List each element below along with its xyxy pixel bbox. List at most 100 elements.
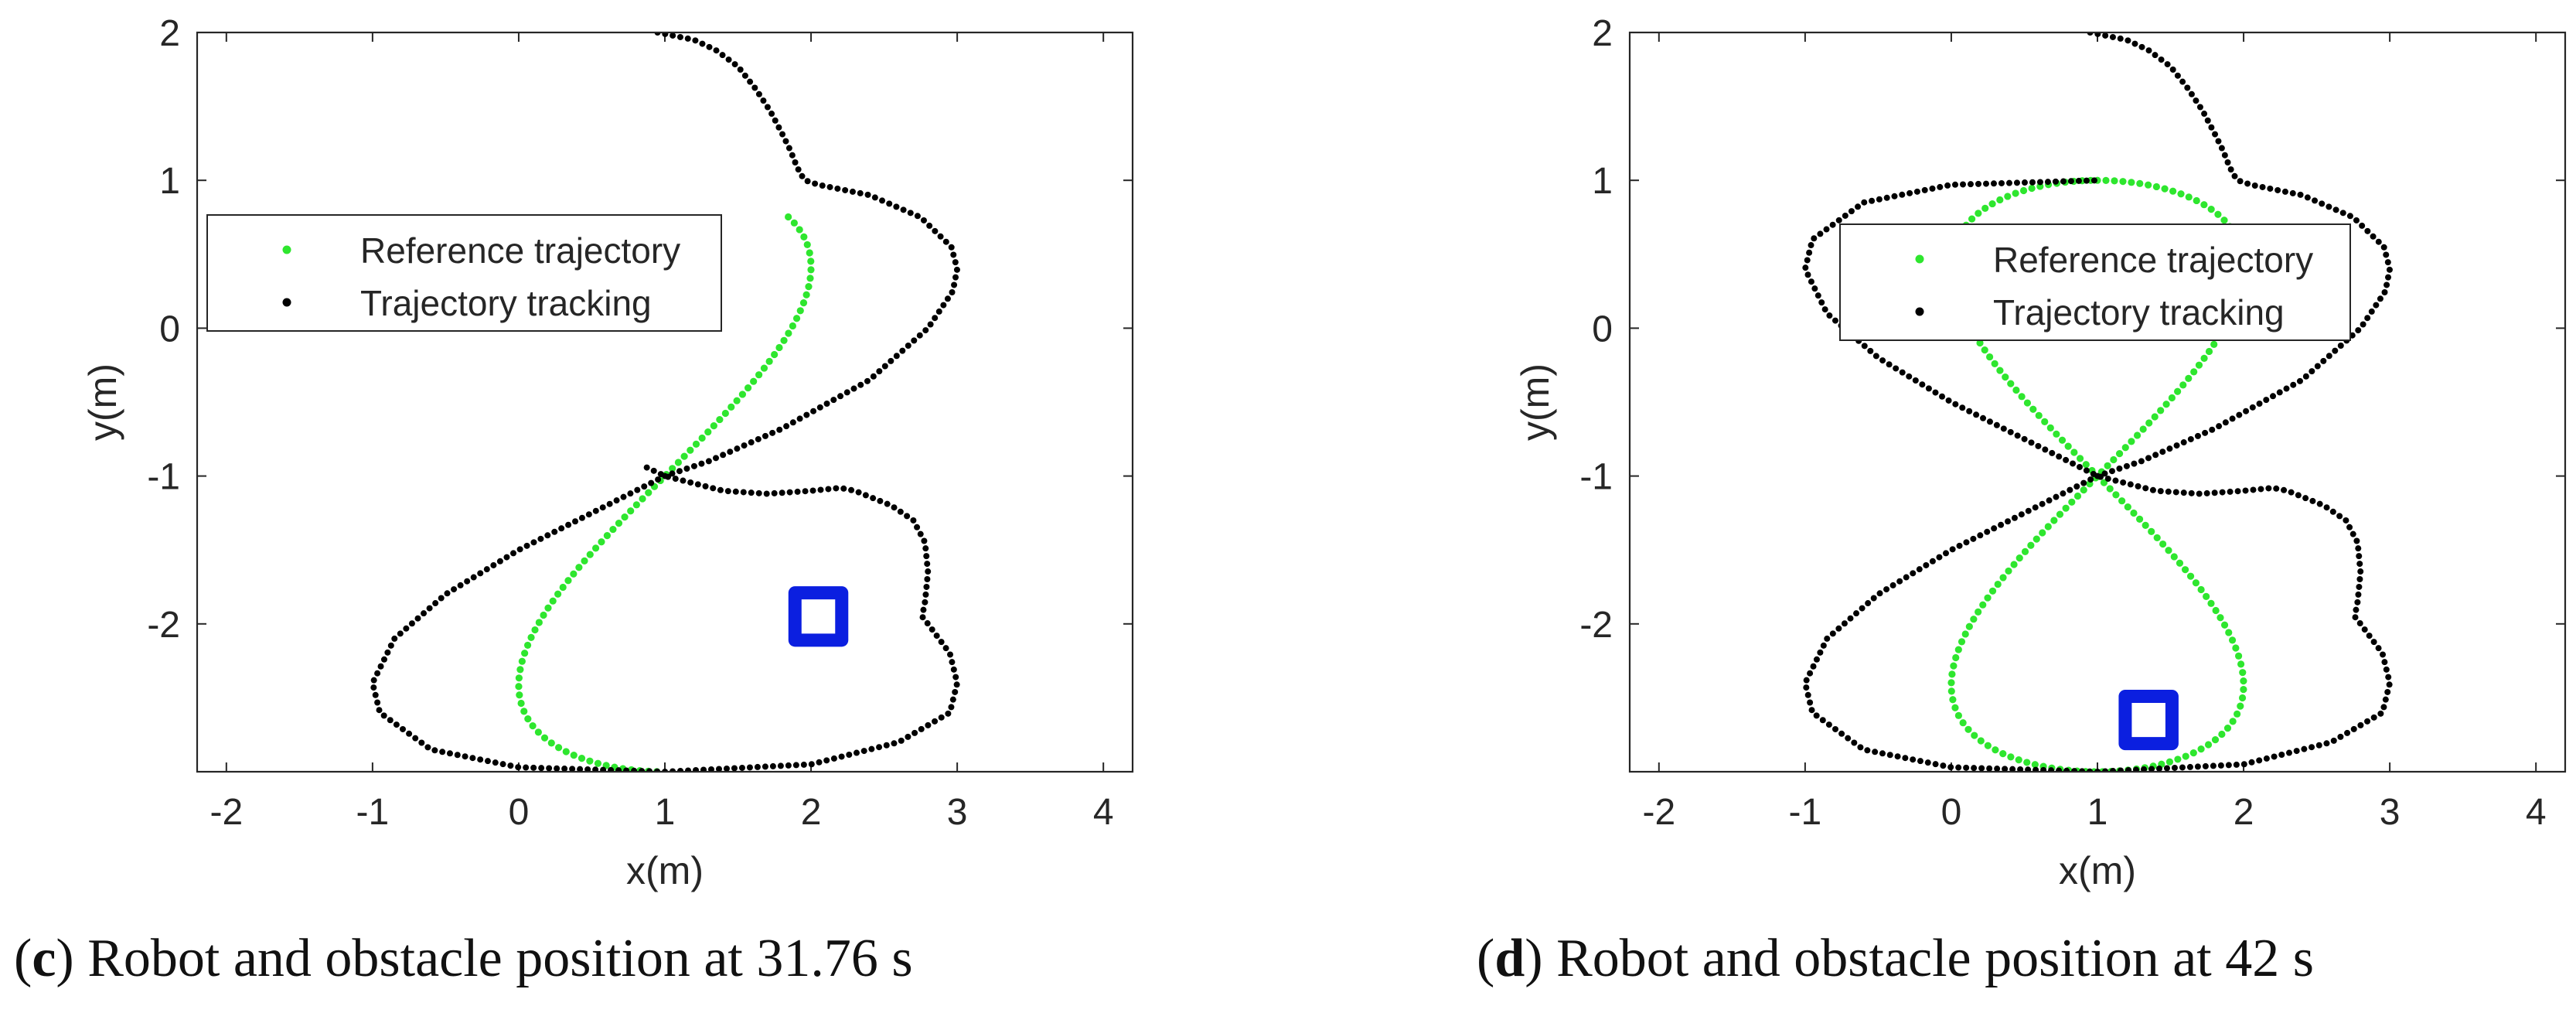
reference-point — [2039, 529, 2046, 537]
reference-point — [2190, 368, 2198, 376]
tracking-point — [2152, 452, 2159, 459]
tracking-point — [431, 747, 438, 754]
tracking-point — [613, 497, 620, 504]
tracking-point — [817, 486, 824, 493]
tracking-point — [777, 762, 784, 769]
reference-point — [2104, 462, 2111, 469]
tracking-point — [503, 554, 510, 561]
tracking-point — [789, 419, 796, 426]
legend: Reference trajectory Trajectory tracking — [206, 214, 722, 332]
tracking-point — [676, 33, 683, 40]
reference-point — [2106, 485, 2114, 493]
tracking-point — [864, 377, 871, 384]
legend-marker — [282, 298, 291, 307]
reference-point — [564, 577, 572, 585]
tracking-point — [795, 166, 802, 173]
tracking-point — [2087, 476, 2094, 483]
x-tick-label: 3 — [2380, 792, 2401, 833]
tracking-point — [1864, 747, 1871, 754]
tracking-point — [848, 486, 855, 493]
tracking-point — [2353, 606, 2360, 613]
tracking-point — [855, 489, 862, 496]
reference-point — [2207, 599, 2215, 607]
tracking-point — [2278, 751, 2285, 758]
reference-point — [581, 557, 588, 564]
tracking-point — [2039, 500, 2046, 507]
tracking-point — [830, 755, 837, 762]
tracking-point — [792, 762, 799, 769]
tracking-point — [2102, 768, 2109, 771]
tracking-point — [680, 477, 687, 484]
reference-point — [1952, 653, 1960, 662]
x-axis-label: x(m) — [2059, 849, 2136, 892]
tracking-point — [1993, 421, 2000, 428]
tracking-point — [2014, 432, 2021, 439]
reference-point — [615, 519, 623, 527]
reference-point — [733, 397, 741, 404]
tracking-point — [796, 415, 803, 422]
reference-point — [2225, 629, 2233, 636]
tracking-point — [905, 342, 911, 349]
tracking-point — [477, 756, 484, 763]
tracking-point — [700, 766, 707, 771]
tracking-point — [2094, 33, 2101, 37]
tracking-point — [592, 766, 599, 771]
tracking-point — [1802, 264, 1809, 271]
tracking-point — [1977, 532, 1984, 539]
reference-point — [520, 708, 528, 715]
reference-point — [1971, 732, 1978, 739]
tracking-point — [685, 767, 692, 771]
tracking-point — [871, 194, 878, 201]
reference-point — [2128, 179, 2135, 186]
tracking-point — [911, 729, 918, 736]
tracking-point — [1818, 299, 1825, 306]
tracking-point — [2021, 435, 2028, 442]
tracking-point — [1910, 756, 1917, 763]
y-tick-label: -1 — [147, 457, 180, 498]
tracking-point — [1902, 755, 1909, 762]
panel-label: d — [1494, 929, 1525, 988]
reference-point — [2186, 572, 2195, 580]
tracking-point — [2383, 666, 2390, 673]
reference-point — [1958, 638, 1966, 646]
reference-point — [2142, 521, 2149, 529]
tracking-point — [1889, 582, 1896, 588]
tracking-point — [2256, 400, 2263, 407]
tracking-point — [1929, 558, 1936, 564]
tracking-point — [838, 753, 845, 760]
reference-point — [2062, 504, 2070, 512]
tracking-point — [2380, 704, 2387, 711]
reference-point — [790, 219, 798, 227]
reference-point — [578, 755, 586, 762]
tracking-point — [608, 766, 615, 771]
reference-point — [2033, 535, 2040, 543]
tracking-point — [862, 492, 869, 499]
reference-point — [1947, 679, 1955, 687]
reference-point — [2168, 394, 2176, 402]
tracking-point — [1912, 377, 1919, 384]
legend-marker — [1915, 307, 1924, 316]
reference-point — [2128, 438, 2135, 445]
tracking-point — [953, 681, 960, 688]
reference-point — [2185, 374, 2193, 383]
reference-point — [2223, 724, 2232, 732]
tracking-point — [561, 766, 568, 771]
tracking-point — [1855, 203, 1862, 210]
tracking-point — [924, 575, 931, 582]
tracking-point — [1913, 188, 1920, 195]
tracking-point — [509, 550, 516, 557]
reference-point — [687, 446, 694, 454]
tracking-point — [2070, 460, 2077, 467]
tracking-point — [684, 35, 691, 42]
reference-point — [524, 715, 532, 723]
tracking-point — [1825, 721, 1832, 728]
tracking-point — [2386, 266, 2393, 273]
tracking-point — [507, 762, 514, 769]
tracking-point — [2380, 244, 2387, 251]
reference-point — [2240, 677, 2247, 685]
tracking-point — [857, 189, 864, 196]
tracking-point — [786, 489, 793, 496]
tracking-point — [2073, 483, 2080, 490]
tracking-point — [693, 766, 700, 771]
reference-point — [2207, 206, 2215, 213]
